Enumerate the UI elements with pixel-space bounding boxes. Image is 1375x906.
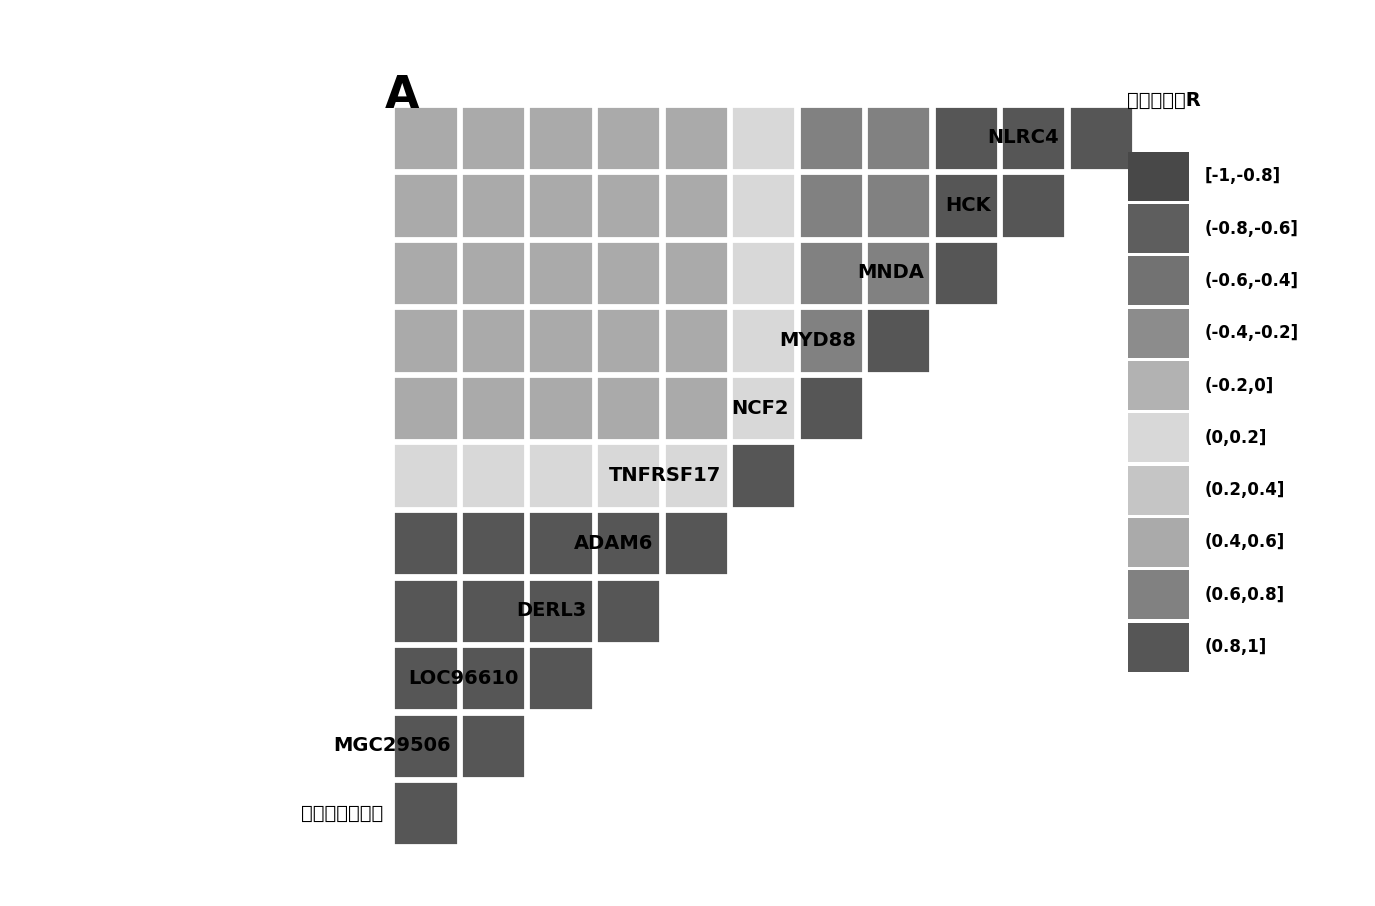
Bar [664,376,727,440]
Text: LOC96610: LOC96610 [408,669,518,688]
Bar [393,241,458,305]
Bar [393,444,458,507]
Bar [732,376,795,440]
Text: (0.8,1]: (0.8,1] [1204,638,1266,656]
Text: TNFRSF17: TNFRSF17 [609,466,722,485]
Text: [-1,-0.8]: [-1,-0.8] [1204,168,1280,185]
Bar [528,241,593,305]
Bar [732,106,795,170]
FancyBboxPatch shape [1128,466,1189,515]
Text: NLRC4: NLRC4 [987,129,1059,148]
Bar [461,308,525,372]
Bar [461,511,525,575]
Bar [732,173,795,237]
Bar [1001,173,1066,237]
Bar [934,173,998,237]
Bar [528,444,593,507]
Bar [664,444,727,507]
Bar [528,308,593,372]
Bar [664,511,727,575]
Bar [461,444,525,507]
Text: HCK: HCK [946,196,991,215]
Bar [393,106,458,170]
FancyBboxPatch shape [1128,151,1189,200]
Text: 浆细胞浸润程度: 浆细胞浸润程度 [301,804,384,823]
FancyBboxPatch shape [1128,361,1189,410]
Bar [528,173,593,237]
Text: NCF2: NCF2 [732,399,789,418]
Text: (-0.8,-0.6]: (-0.8,-0.6] [1204,219,1298,237]
Text: (0,0.2]: (0,0.2] [1204,429,1266,447]
FancyBboxPatch shape [1128,204,1189,253]
Bar [393,781,458,845]
Bar [799,106,862,170]
Text: DERL3: DERL3 [516,601,586,620]
Bar [866,173,931,237]
Bar [595,106,660,170]
Bar [595,444,660,507]
Bar [393,714,458,777]
Bar [866,308,931,372]
Bar [393,376,458,440]
FancyBboxPatch shape [1128,518,1189,567]
Text: (0.6,0.8]: (0.6,0.8] [1204,586,1284,603]
Bar [934,106,998,170]
Bar [664,241,727,305]
Text: MYD88: MYD88 [780,331,857,350]
FancyBboxPatch shape [1128,413,1189,462]
Bar [664,173,727,237]
Bar [461,376,525,440]
Bar [595,376,660,440]
Bar [732,241,795,305]
Bar [393,579,458,642]
Text: ADAM6: ADAM6 [575,534,653,553]
Bar [595,579,660,642]
Bar [664,308,727,372]
Bar [934,241,998,305]
Bar [1068,106,1133,170]
FancyBboxPatch shape [1128,309,1189,358]
Bar [461,106,525,170]
Bar [461,241,525,305]
Bar [595,308,660,372]
Text: 相关性系数R: 相关性系数R [1128,91,1202,110]
Bar [799,308,862,372]
Bar [595,173,660,237]
Bar [528,511,593,575]
Bar [732,308,795,372]
Text: MNDA: MNDA [857,264,924,283]
Text: MGC29506: MGC29506 [334,737,451,756]
Text: (-0.2,0]: (-0.2,0] [1204,377,1273,394]
Bar [393,173,458,237]
Bar [528,106,593,170]
Bar [461,579,525,642]
Text: (-0.4,-0.2]: (-0.4,-0.2] [1204,324,1298,342]
Bar [866,241,931,305]
Bar [595,241,660,305]
Bar [461,646,525,710]
Bar [393,308,458,372]
Bar [595,511,660,575]
Text: (0.4,0.6]: (0.4,0.6] [1204,534,1284,552]
Bar [799,376,862,440]
Bar [528,579,593,642]
FancyBboxPatch shape [1128,256,1189,305]
Bar [461,173,525,237]
Bar [461,714,525,777]
Text: A: A [385,73,419,117]
Text: (-0.6,-0.4]: (-0.6,-0.4] [1204,272,1298,290]
Bar [866,106,931,170]
FancyBboxPatch shape [1128,571,1189,620]
Bar [799,173,862,237]
Bar [1001,106,1066,170]
Text: (0.2,0.4]: (0.2,0.4] [1204,481,1284,499]
Bar [664,106,727,170]
Bar [799,241,862,305]
FancyBboxPatch shape [1128,622,1189,671]
Bar [528,646,593,710]
Bar [528,376,593,440]
Bar [393,646,458,710]
Bar [393,511,458,575]
Bar [732,444,795,507]
